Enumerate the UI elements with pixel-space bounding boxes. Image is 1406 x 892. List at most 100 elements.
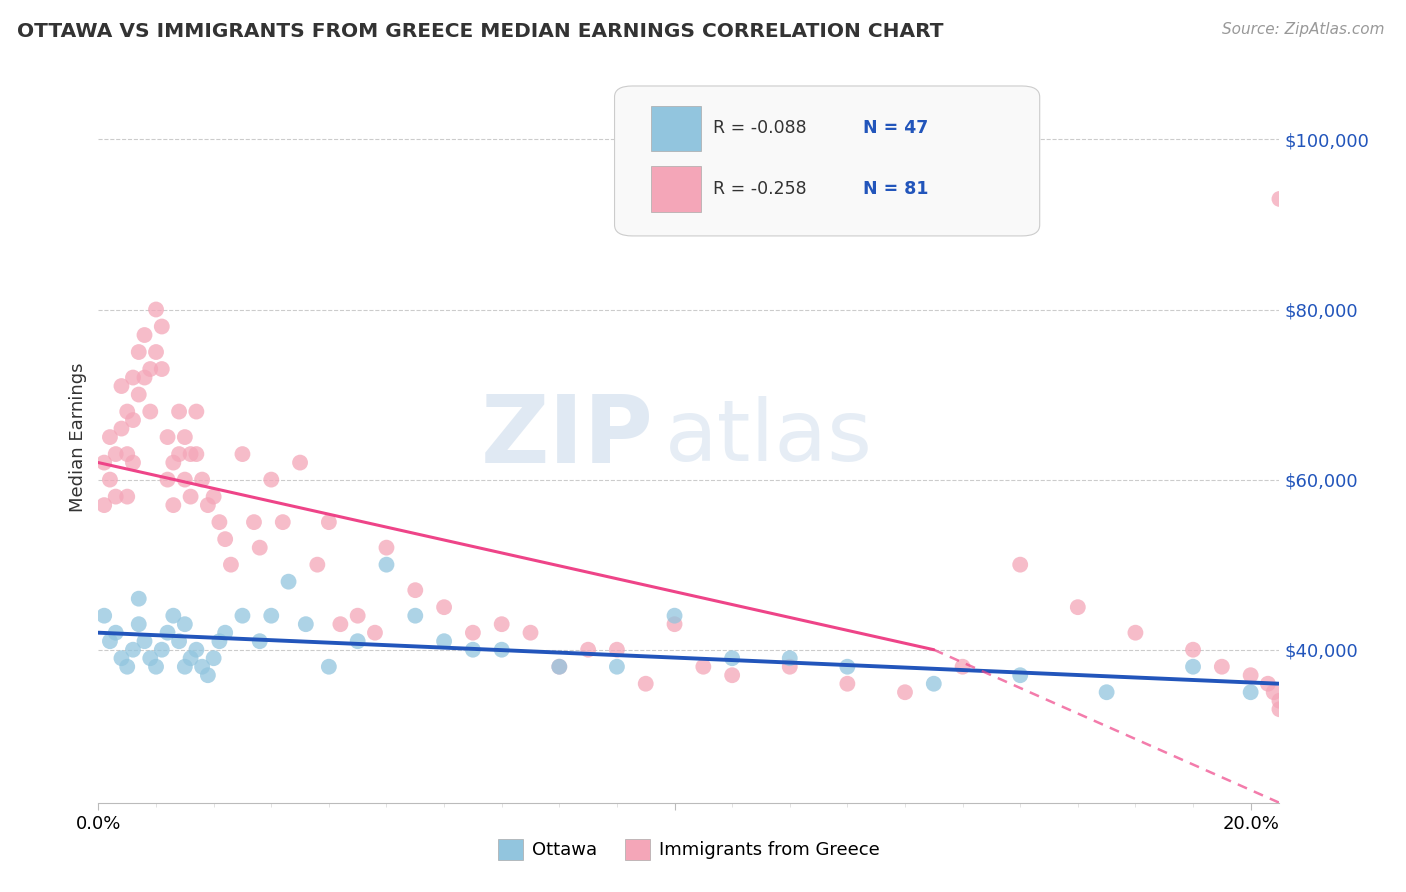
Text: ZIP: ZIP [481,391,654,483]
Point [214,625,236,640]
Point [197,498,219,512]
Text: R = -0.088: R = -0.088 [713,120,806,137]
Point [191,473,214,487]
Point [134,634,156,648]
Point [139,404,162,418]
Point [1067,600,1090,615]
Point [295,617,318,632]
Point [231,608,253,623]
Point [837,677,859,691]
Y-axis label: Median Earnings: Median Earnings [69,362,87,512]
Point [249,634,271,648]
Point [128,387,150,401]
Point [197,668,219,682]
Point [104,625,127,640]
Point [779,651,801,665]
Point [173,430,195,444]
Point [1240,668,1263,682]
Point [145,345,167,359]
Point [156,430,179,444]
Point [156,625,179,640]
Point [134,370,156,384]
Point [1268,694,1291,708]
Point [139,362,162,376]
Point [156,473,179,487]
Point [260,473,283,487]
Point [93,608,115,623]
Point [93,456,115,470]
Point [208,515,231,529]
Point [115,659,138,673]
Point [375,558,398,572]
Point [779,659,801,673]
Point [128,617,150,632]
Point [404,583,426,598]
Point [173,473,195,487]
Point [104,490,127,504]
Point [664,617,686,632]
Point [433,600,456,615]
Legend: Ottawa, Immigrants from Greece: Ottawa, Immigrants from Greece [491,831,887,867]
Text: Source: ZipAtlas.com: Source: ZipAtlas.com [1222,22,1385,37]
FancyBboxPatch shape [651,167,700,211]
Point [404,608,426,623]
Point [104,447,127,461]
Point [219,558,242,572]
Point [134,328,156,343]
Point [150,362,173,376]
Point [329,617,352,632]
Point [122,456,145,470]
Point [110,651,132,665]
FancyBboxPatch shape [651,106,700,151]
Point [186,404,208,418]
Text: R = -0.258: R = -0.258 [713,180,806,198]
Point [231,447,253,461]
Point [93,498,115,512]
Point [364,625,387,640]
Point [167,447,190,461]
Point [1268,192,1291,206]
Point [922,677,945,691]
Point [433,634,456,648]
Point [145,659,167,673]
Point [150,642,173,657]
Point [173,659,195,673]
Point [128,345,150,359]
Point [894,685,917,699]
Point [98,473,121,487]
Point [461,642,484,657]
Point [307,558,329,572]
Point [491,642,513,657]
Point [162,608,184,623]
Point [1095,685,1118,699]
Point [692,659,714,673]
Point [1182,659,1205,673]
Point [167,634,190,648]
Point [664,608,686,623]
Point [1182,642,1205,657]
Point [191,659,214,673]
Point [186,642,208,657]
Point [346,608,368,623]
Point [115,404,138,418]
Point [122,642,145,657]
Point [634,677,657,691]
FancyBboxPatch shape [614,86,1039,235]
Point [139,651,162,665]
Point [145,302,167,317]
Point [318,659,340,673]
Point [208,634,231,648]
Point [180,490,202,504]
Point [122,370,145,384]
Point [277,574,299,589]
Point [98,634,121,648]
Point [318,515,340,529]
Point [150,319,173,334]
Point [606,642,628,657]
Point [271,515,294,529]
Point [952,659,974,673]
Point [1125,625,1147,640]
Point [461,625,484,640]
Point [1257,677,1279,691]
Point [180,651,202,665]
